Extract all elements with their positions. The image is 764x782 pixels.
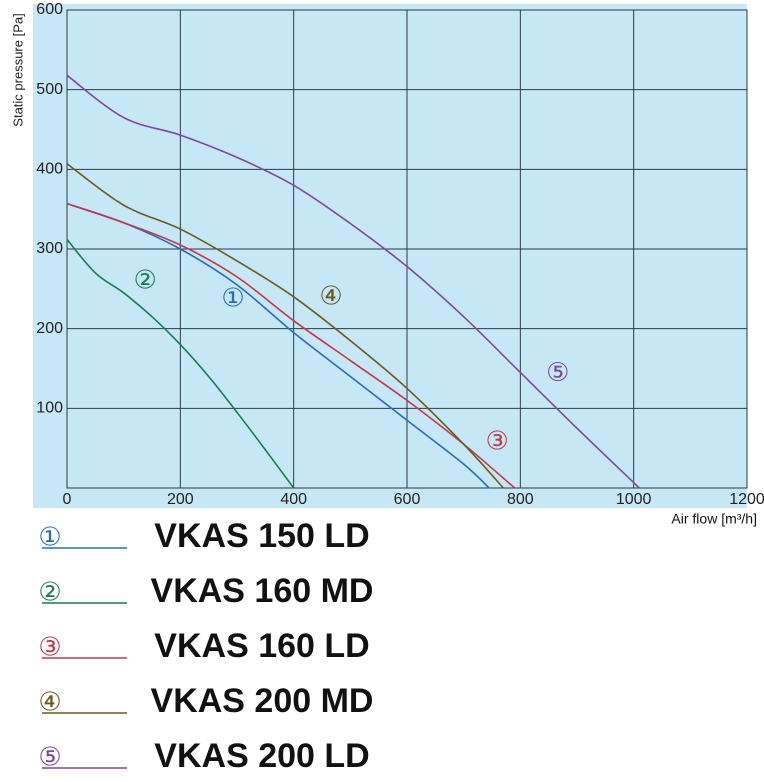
series-line [66, 202, 516, 489]
annotation: ① [221, 284, 244, 314]
series-line [66, 238, 295, 489]
legend-marker: ④ [38, 688, 61, 718]
x-tick-label: 800 [507, 491, 534, 508]
plot-frame [66, 9, 748, 489]
legend-marker: ③ [38, 633, 61, 663]
annotation: ③ [485, 426, 508, 456]
series-line [66, 163, 504, 489]
x-tick-label: 200 [167, 491, 194, 508]
y-tick-label: 500 [36, 81, 63, 98]
x-axis-label: Air flow [m³/h] [671, 511, 757, 527]
annotation: ② [134, 265, 157, 295]
y-tick-label: 100 [36, 400, 63, 417]
y-tick-label: 300 [36, 240, 63, 257]
series-line [66, 202, 490, 489]
legend-marker: ② [38, 578, 61, 608]
legend-label: VKAS 150 LD [154, 517, 369, 555]
y-tick-label: 400 [36, 161, 63, 178]
x-tick-label: 1000 [616, 491, 652, 508]
x-tick-label: 0 [63, 491, 72, 508]
annotation: ⑤ [546, 358, 569, 388]
legend-label: VKAS 200 MD [151, 682, 374, 720]
x-tick-label: 600 [394, 491, 421, 508]
x-tick-label: 400 [280, 491, 307, 508]
plot-background [33, 4, 747, 508]
annotation: ④ [319, 281, 342, 311]
y-tick-label: 200 [36, 320, 63, 337]
legend-label: VKAS 160 LD [154, 627, 369, 665]
y-tick-label: 600 [36, 1, 63, 18]
x-tick-label: 1200 [729, 491, 764, 508]
legend-marker: ① [38, 523, 61, 553]
series-line [66, 74, 640, 489]
legend-marker: ⑤ [38, 743, 61, 773]
legend-label: VKAS 160 MD [151, 572, 374, 610]
legend-label: VKAS 200 LD [154, 737, 369, 775]
y-axis-label: Static pressure [Pa] [10, 13, 25, 126]
